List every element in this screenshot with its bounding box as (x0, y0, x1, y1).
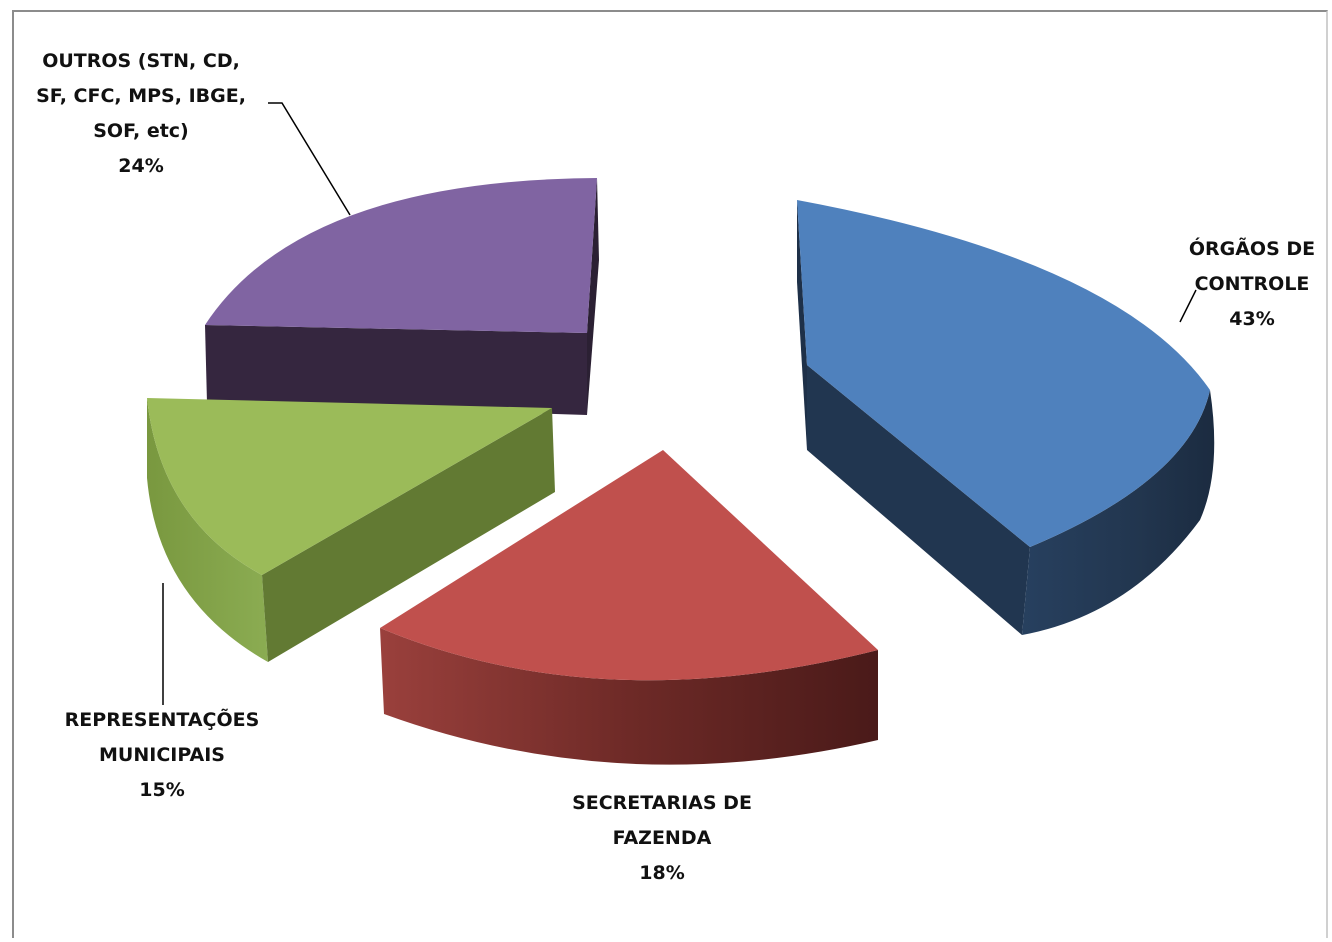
slice-orgaos-side (1022, 390, 1215, 635)
label-representacoes-percent: 15% (139, 779, 185, 801)
pie-slice-outros (205, 178, 599, 415)
label-outros-line3: SOF, etc) (93, 120, 189, 142)
label-outros: OUTROS (STN, CD, SF, CFC, MPS, IBGE, SOF… (16, 44, 266, 184)
slice-orgaos-top (797, 200, 1210, 547)
label-secretarias-line2: FAZENDA (612, 827, 712, 849)
label-secretarias-line1: SECRETARIAS DE (572, 792, 752, 814)
slice-secretarias-top (380, 450, 878, 681)
label-outros-percent: 24% (118, 155, 164, 177)
slice-representacoes-top (147, 398, 552, 575)
leader-line-orgaos (1179, 289, 1197, 323)
label-orgaos-line1: ÓRGÃOS DE (1188, 238, 1316, 260)
label-representacoes-municipais: REPRESENTAÇÕES MUNICIPAIS 15% (52, 703, 272, 808)
slice-representacoes-side (147, 398, 268, 662)
slice-orgaos-edge (797, 200, 807, 450)
slice-representacoes-face (262, 408, 555, 662)
pie-slice-representacoes (147, 398, 555, 662)
label-orgaos-percent: 43% (1229, 308, 1275, 330)
label-outros-line1: OUTROS (STN, CD, (42, 50, 240, 72)
leader-line-outros (268, 102, 351, 216)
label-outros-line2: SF, CFC, MPS, IBGE, (36, 85, 246, 107)
label-representacoes-line2: MUNICIPAIS (99, 744, 225, 766)
slice-secretarias-side (380, 628, 878, 765)
label-representacoes-line1: REPRESENTAÇÕES (64, 709, 260, 731)
label-orgaos-line2: CONTROLE (1194, 273, 1310, 295)
pie-slice-orgaos (797, 200, 1215, 635)
label-secretarias-de-fazenda: SECRETARIAS DE FAZENDA 18% (552, 786, 772, 891)
slice-outros-top (205, 178, 597, 333)
slice-outros-edge (587, 178, 599, 415)
slice-orgaos-face (807, 365, 1030, 635)
slice-outros-side (205, 325, 587, 415)
label-secretarias-percent: 18% (639, 862, 685, 884)
label-orgaos-de-controle: ÓRGÃOS DE CONTROLE 43% (1172, 232, 1332, 337)
pie-slice-secretarias (380, 450, 878, 765)
